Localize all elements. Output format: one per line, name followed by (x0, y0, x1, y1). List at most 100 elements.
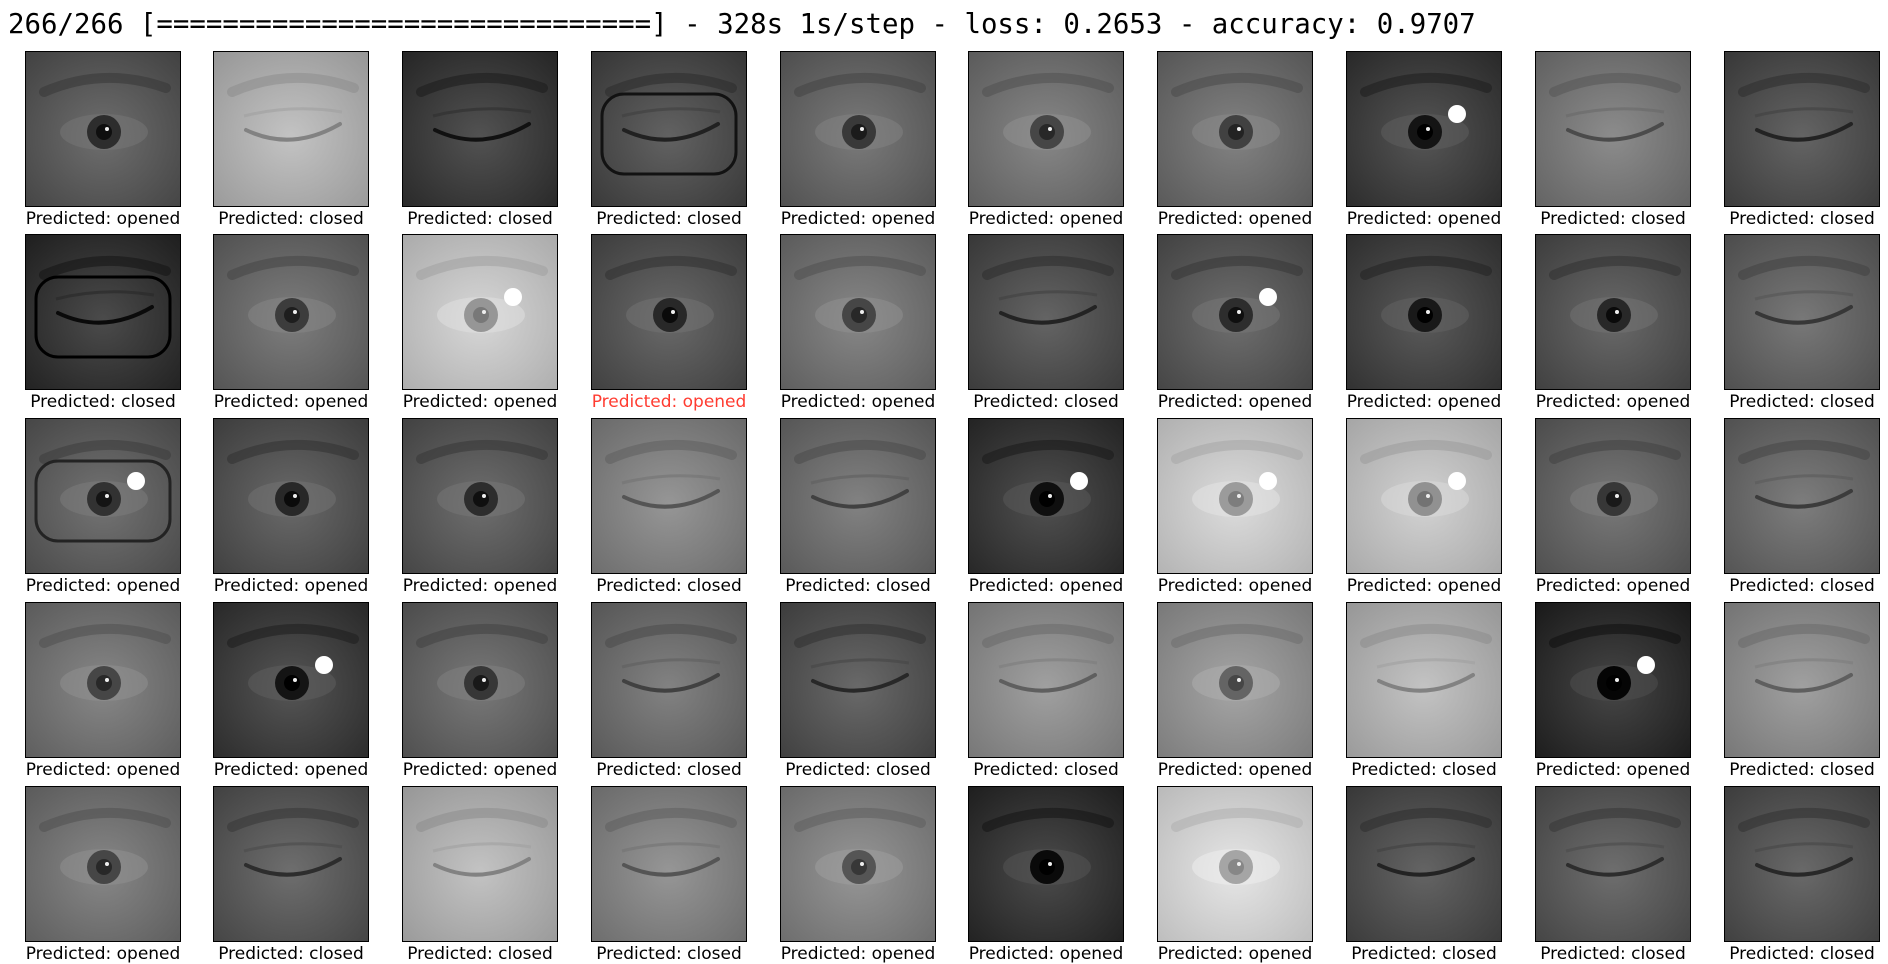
open-eye-thumbnail (25, 51, 181, 207)
open-eye-thumbnail (1157, 786, 1313, 942)
prediction-label: Predicted: closed (785, 760, 931, 780)
prediction-label: Predicted: opened (1157, 944, 1313, 964)
open-eye-thumbnail (402, 418, 558, 574)
open-eye-thumbnail (1346, 234, 1502, 390)
prediction-label: Predicted: opened (1157, 209, 1313, 229)
open-eye-thumbnail (25, 786, 181, 942)
prediction-label: Predicted: closed (218, 944, 364, 964)
sample-cell: Predicted: closed (780, 418, 936, 596)
closed-eye-thumbnail (1535, 786, 1691, 942)
sample-cell: Predicted: opened (1535, 234, 1691, 412)
prediction-label: Predicted: closed (30, 392, 176, 412)
prediction-label: Predicted: opened (1535, 760, 1691, 780)
sample-cell: Predicted: closed (591, 51, 747, 229)
prediction-label: Predicted: opened (25, 944, 181, 964)
sample-cell: Predicted: closed (402, 51, 558, 229)
open-eye-thumbnail (25, 418, 181, 574)
closed-eye-thumbnail (780, 418, 936, 574)
open-eye-thumbnail (402, 602, 558, 758)
prediction-label: Predicted: opened (213, 576, 369, 596)
sample-cell: Predicted: opened (780, 234, 936, 412)
sample-cell: Predicted: closed (968, 234, 1124, 412)
prediction-label: Predicted: opened (780, 944, 936, 964)
open-eye-thumbnail (1535, 234, 1691, 390)
sample-cell: Predicted: opened (213, 234, 369, 412)
sample-cell: Predicted: opened (1346, 51, 1502, 229)
sample-cell: Predicted: closed (213, 786, 369, 964)
open-eye-thumbnail (213, 418, 369, 574)
open-eye-thumbnail (1346, 418, 1502, 574)
prediction-label: Predicted: opened (1346, 392, 1502, 412)
sample-cell: Predicted: closed (1724, 234, 1880, 412)
prediction-label: Predicted: opened (213, 392, 369, 412)
sample-cell: Predicted: opened (402, 234, 558, 412)
open-eye-thumbnail (1157, 418, 1313, 574)
prediction-label: Predicted: opened (402, 760, 558, 780)
open-eye-thumbnail (25, 602, 181, 758)
open-eye-thumbnail (968, 418, 1124, 574)
open-eye-thumbnail (780, 51, 936, 207)
sample-cell: Predicted: opened (1157, 51, 1313, 229)
prediction-label: Predicted: opened (1157, 576, 1313, 596)
sample-cell: Predicted: closed (1724, 51, 1880, 229)
prediction-label: Predicted: closed (973, 760, 1119, 780)
prediction-label: Predicted: opened (213, 760, 369, 780)
closed-eye-thumbnail (1724, 602, 1880, 758)
sample-cell: Predicted: closed (591, 786, 747, 964)
prediction-label: Predicted: opened (1535, 576, 1691, 596)
sample-cell: Predicted: closed (1346, 602, 1502, 780)
sample-cell: Predicted: opened (25, 51, 181, 229)
prediction-label: Predicted: opened (402, 392, 558, 412)
prediction-label: Predicted: opened (780, 392, 936, 412)
sample-cell: Predicted: opened (968, 51, 1124, 229)
open-eye-thumbnail (780, 234, 936, 390)
closed-eye-thumbnail (213, 786, 369, 942)
prediction-label: Predicted: closed (1540, 209, 1686, 229)
prediction-label: Predicted: closed (218, 209, 364, 229)
sample-cell: Predicted: opened (25, 418, 181, 596)
open-eye-thumbnail (780, 786, 936, 942)
closed-eye-thumbnail (402, 786, 558, 942)
prediction-label: Predicted: closed (1540, 944, 1686, 964)
closed-eye-thumbnail (213, 51, 369, 207)
closed-eye-thumbnail (1724, 234, 1880, 390)
sample-cell: Predicted: opened (1157, 234, 1313, 412)
prediction-label: Predicted: opened (968, 944, 1124, 964)
closed-eye-thumbnail (591, 786, 747, 942)
sample-cell: Predicted: opened (1157, 602, 1313, 780)
prediction-label: Predicted: closed (1351, 944, 1497, 964)
open-eye-thumbnail (1157, 234, 1313, 390)
sample-cell: Predicted: opened (968, 418, 1124, 596)
prediction-label: Predicted: closed (1351, 760, 1497, 780)
open-eye-thumbnail (1535, 418, 1691, 574)
closed-eye-thumbnail (25, 234, 181, 390)
sample-cell: Predicted: closed (1535, 51, 1691, 229)
prediction-label: Predicted: closed (407, 209, 553, 229)
prediction-label: Predicted: closed (1729, 576, 1875, 596)
sample-cell: Predicted: opened (968, 786, 1124, 964)
sample-cell: Predicted: closed (968, 602, 1124, 780)
prediction-label: Predicted: closed (1729, 760, 1875, 780)
closed-eye-thumbnail (968, 602, 1124, 758)
sample-cell: Predicted: opened (402, 602, 558, 780)
sample-cell: Predicted: closed (780, 602, 936, 780)
prediction-label: Predicted: closed (1729, 209, 1875, 229)
closed-eye-thumbnail (1724, 418, 1880, 574)
sample-cell: Predicted: opened (591, 234, 747, 412)
prediction-label: Predicted: opened (591, 392, 747, 412)
sample-cell: Predicted: closed (1535, 786, 1691, 964)
prediction-label: Predicted: closed (973, 392, 1119, 412)
sample-cell: Predicted: opened (25, 602, 181, 780)
prediction-label: Predicted: closed (596, 576, 742, 596)
prediction-label: Predicted: opened (402, 576, 558, 596)
sample-cell: Predicted: closed (1724, 418, 1880, 596)
sample-cell: Predicted: opened (25, 786, 181, 964)
closed-eye-thumbnail (402, 51, 558, 207)
prediction-label: Predicted: opened (1346, 209, 1502, 229)
open-eye-thumbnail (1346, 51, 1502, 207)
sample-cell: Predicted: opened (402, 418, 558, 596)
sample-cell: Predicted: closed (213, 51, 369, 229)
closed-eye-thumbnail (591, 602, 747, 758)
sample-cell: Predicted: opened (780, 51, 936, 229)
